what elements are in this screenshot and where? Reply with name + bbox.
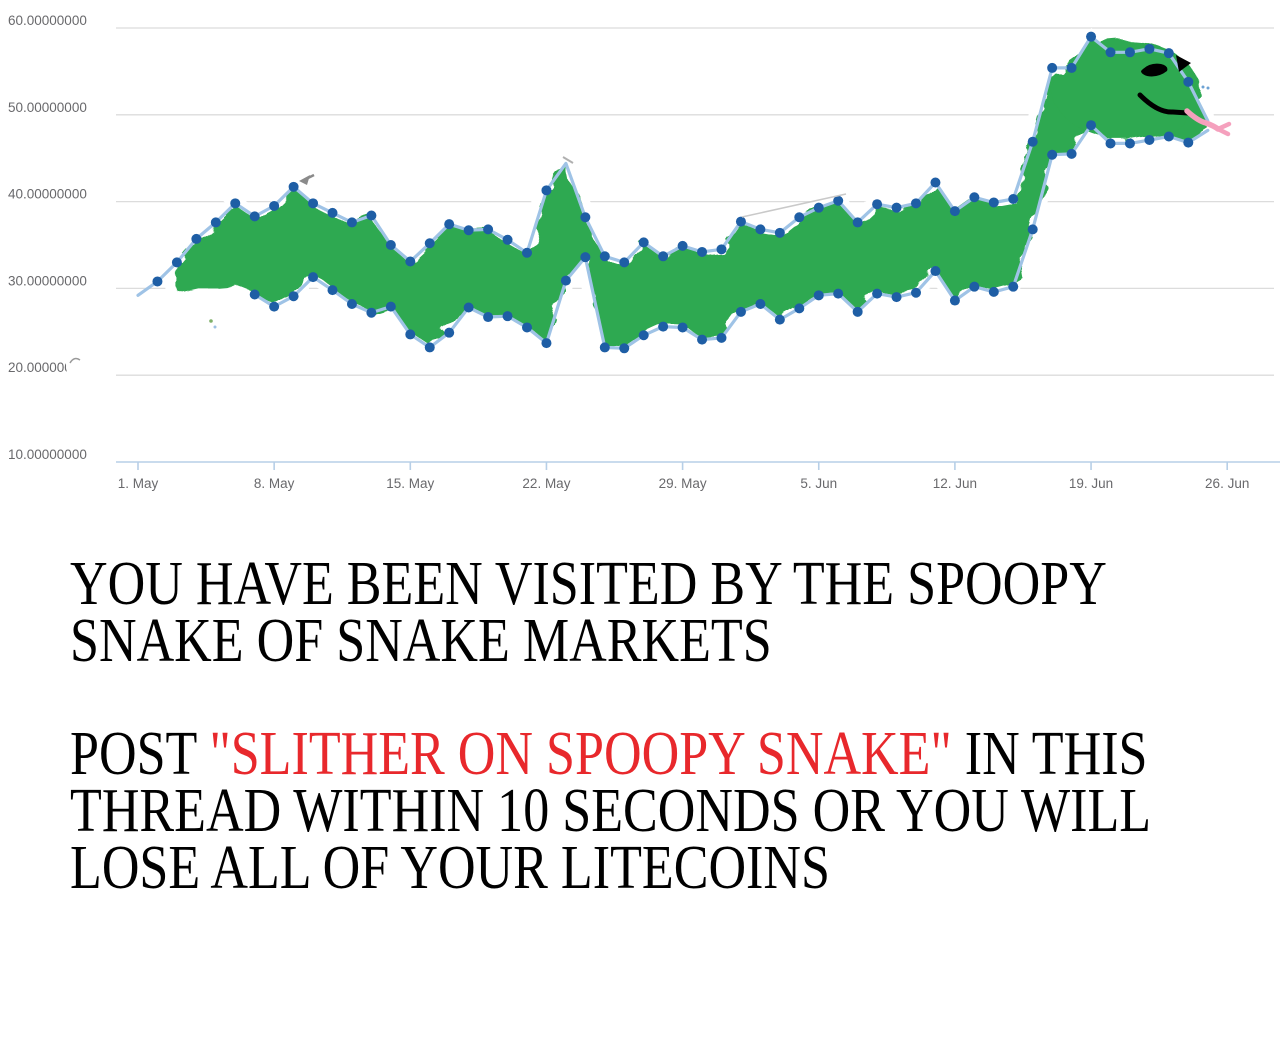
peak-cursor-icon <box>299 173 315 185</box>
caption-post-suffix: IN THIS <box>951 720 1148 788</box>
price-dots-low <box>249 120 1194 354</box>
x-axis-labels: 1. May 8. May 15. May 22. May 29. May 5. Jun 1… <box>118 476 1250 491</box>
caption: YOU HAVE BEEN VISITED BY THE SPOOPY SNAK… <box>70 550 1280 902</box>
x-axis <box>116 461 1280 470</box>
svg-text:22. May: 22. May <box>522 476 570 491</box>
caption-line-2: SNAKE OF SNAKE MARKETS <box>70 607 772 675</box>
svg-text:15. May: 15. May <box>386 476 434 491</box>
svg-text:50.00000000: 50.00000000 <box>8 100 87 115</box>
caption-line-5: LOSE ALL OF YOUR LITECOINS <box>70 834 830 902</box>
pencil-artifacts <box>562 156 847 218</box>
price-dots-high <box>152 31 1194 287</box>
svg-text:29. May: 29. May <box>659 476 707 491</box>
cursor-arrow-icon <box>1176 55 1191 72</box>
axis-label-smudge <box>65 353 92 375</box>
svg-text:26. Jun: 26. Jun <box>1205 476 1249 491</box>
caption-post-prefix: POST <box>70 720 210 788</box>
svg-text:5. Jun: 5. Jun <box>800 476 837 491</box>
snake-tongue-icon <box>1184 108 1232 137</box>
snake-body <box>176 38 1208 347</box>
y-axis-labels: 10.0000000020.0000000030.0000000040.0000… <box>8 13 87 462</box>
snake-mouth <box>1137 92 1191 116</box>
caption-line-1: YOU HAVE BEEN VISITED BY THE SPOOPY <box>70 550 1107 618</box>
snake-eye-icon <box>1141 63 1168 77</box>
stray-specks <box>209 85 1210 329</box>
svg-text:30.00000000: 30.00000000 <box>8 273 87 288</box>
svg-text:10.00000000: 10.00000000 <box>8 447 87 462</box>
caption-gap <box>70 670 1280 726</box>
svg-text:12. Jun: 12. Jun <box>933 476 977 491</box>
svg-text:19. Jun: 19. Jun <box>1069 476 1113 491</box>
caption-line-4: THREAD WITHIN 10 SECONDS OR YOU WILL <box>70 777 1152 845</box>
price-chart: 10.0000000020.0000000030.0000000040.0000… <box>8 13 1280 491</box>
caption-red-text: "SLITHER ON SPOOPY SNAKE" <box>209 720 952 788</box>
svg-text:1. May: 1. May <box>118 476 159 491</box>
chart-area: 10.00000000 20.00000000 30.00000000 40.0000… <box>0 0 1280 505</box>
svg-text:60.00000000: 60.00000000 <box>8 13 87 28</box>
svg-text:40.00000000: 40.00000000 <box>8 187 87 202</box>
svg-text:8. May: 8. May <box>254 476 295 491</box>
caption-line-3: POST "SLITHER ON SPOOPY SNAKE" IN THIS <box>70 723 1151 785</box>
